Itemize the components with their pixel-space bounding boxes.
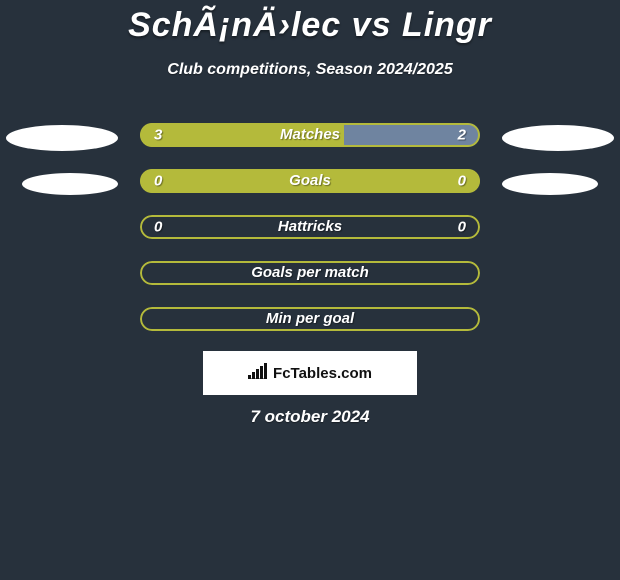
stat-value-left: 3 <box>154 127 162 144</box>
player-left-marker <box>22 173 118 195</box>
stat-label: Min per goal <box>140 307 480 331</box>
snapshot-date: 7 october 2024 <box>0 407 620 427</box>
stat-row-hattricks: Hattricks0 0 <box>140 215 480 239</box>
page-title: SchÃ¡nÄ›lec vs Lingr <box>0 0 620 45</box>
source-logo-text: FcTables.com <box>273 365 372 382</box>
bars-icon <box>248 363 267 383</box>
stat-label: Goals <box>140 169 480 193</box>
stat-row-matches: Matches3 2 <box>140 123 480 147</box>
stat-value-left: 0 <box>154 219 162 236</box>
stat-row-goals-per-match: Goals per match <box>140 261 480 285</box>
stat-row-min-per-goal: Min per goal <box>140 307 480 331</box>
player-left-marker <box>6 125 118 151</box>
stat-label: Goals per match <box>140 261 480 285</box>
stats-panel: Matches32Goals00Hattricks00Goals per mat… <box>0 123 620 331</box>
subtitle: Club competitions, Season 2024/2025 <box>0 61 620 79</box>
stat-value-right: 0 <box>458 173 466 190</box>
player-right-marker <box>502 125 614 151</box>
stat-label: Hattricks <box>140 215 480 239</box>
player-right-marker <box>502 173 598 195</box>
stat-value-left: 0 <box>154 173 162 190</box>
source-logo-box: FcTables.com <box>203 351 417 395</box>
stat-row-goals: Goals0 0 <box>140 169 480 193</box>
stat-value-right: 2 <box>458 127 466 144</box>
stat-label: Matches <box>140 123 480 147</box>
stat-value-right: 0 <box>458 219 466 236</box>
